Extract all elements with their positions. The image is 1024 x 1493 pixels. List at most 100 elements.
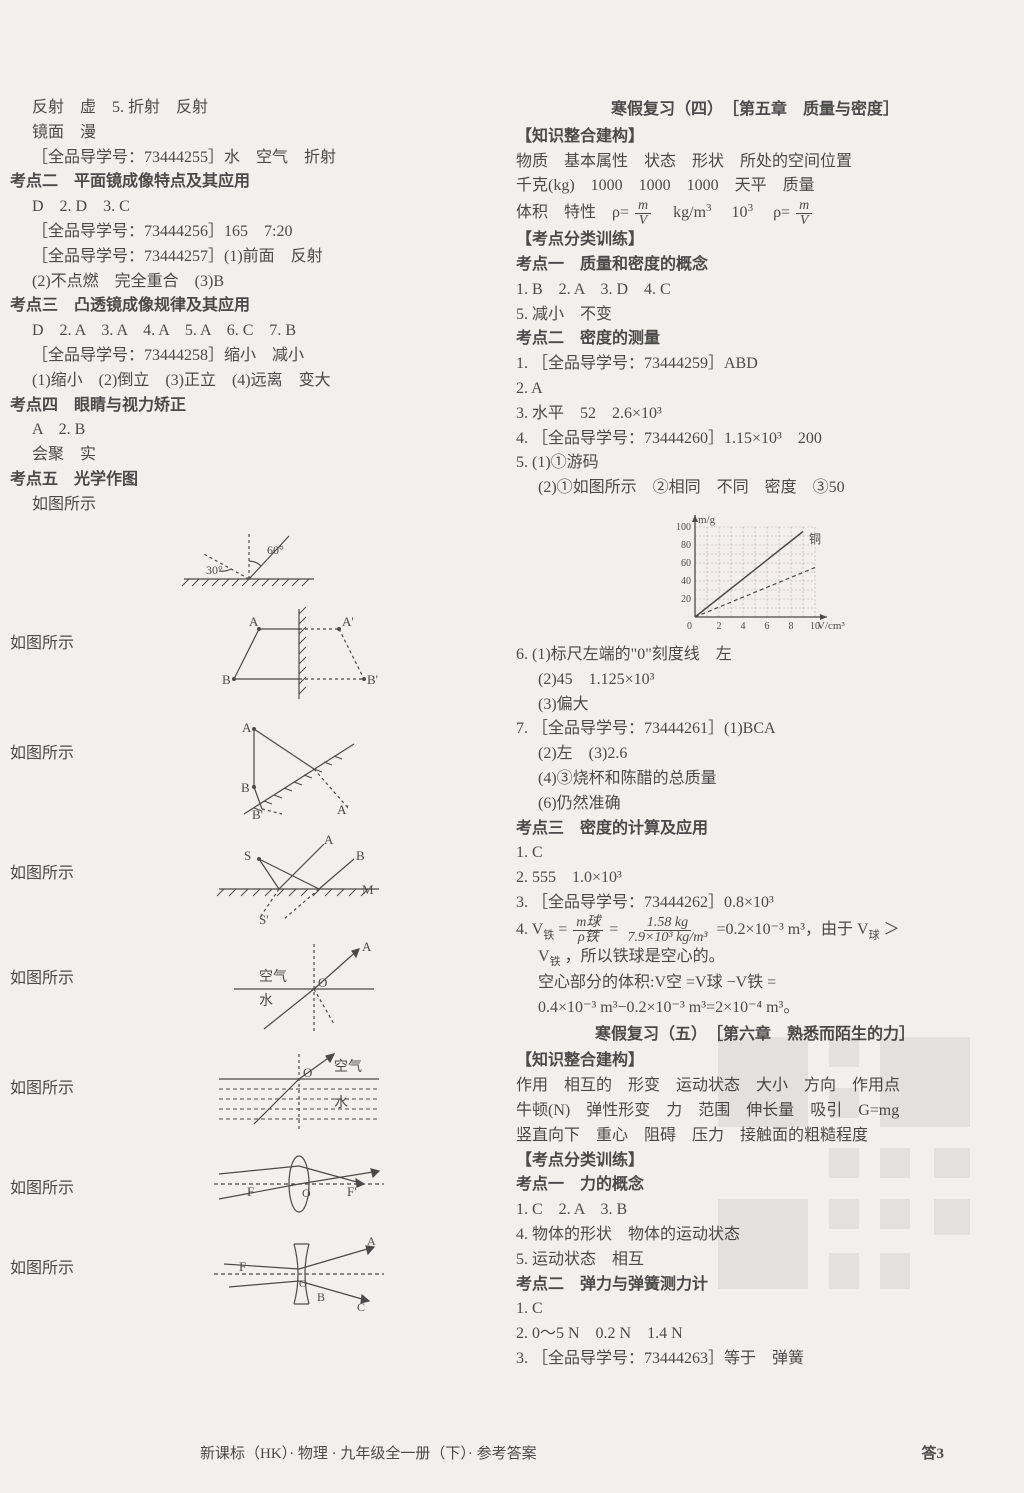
svg-text:A: A <box>242 720 252 735</box>
svg-text:B: B <box>317 1290 325 1304</box>
text-line: 3. 水平 52 2.6×10³ <box>516 402 994 427</box>
text-line: 1. C 2. A 3. B <box>516 1198 994 1223</box>
text: 4. V <box>516 921 543 938</box>
section-heading: 【考点分类训练】 <box>516 228 994 253</box>
text-line: 0.4×10⁻³ m³−0.2×10⁻³ m³=2×10⁻⁴ m³。 <box>516 996 994 1021</box>
svg-text:水: 水 <box>334 1095 348 1111</box>
figure-3-row: 如图所示 <box>10 714 488 824</box>
svg-text:A: A <box>367 1234 376 1248</box>
chapter-title: 寒假复习（五） ［第六章 熟悉而陌生的力］ <box>516 1023 994 1048</box>
svg-text:铜: 铜 <box>809 531 821 546</box>
page-number: 答3 <box>921 1442 944 1463</box>
svg-text:80: 80 <box>681 540 691 551</box>
svg-text:2: 2 <box>717 621 722 632</box>
text-line: 竖直向下 重心 阻碍 压力 接触面的粗糙程度 <box>516 1124 994 1149</box>
text-line: 4. 物体的形状 物体的运动状态 <box>516 1223 994 1248</box>
text-line: 7. ［全品导学号：73444261］(1)BCA <box>516 717 994 742</box>
text-line: (1)缩小 (2)倒立 (3)正立 (4)远离 变大 <box>10 369 488 394</box>
text-line: A 2. B <box>10 418 488 443</box>
text: ρ= <box>757 204 790 221</box>
svg-text:V/cm³: V/cm³ <box>817 620 845 632</box>
section-heading: 考点一 质量和密度的概念 <box>516 253 994 278</box>
svg-text:C: C <box>357 1300 365 1314</box>
text-line: 5. 运动状态 相互 <box>516 1248 994 1273</box>
svg-text:S: S <box>244 848 251 863</box>
text-line: ［全品导学号：73444255］水 空气 折射 <box>10 146 488 171</box>
section-heading: 考点四 眼睛与视力矫正 <box>10 394 488 419</box>
svg-text:B: B <box>356 848 365 863</box>
text-line: 反射 虚 5. 折射 反射 <box>10 96 488 121</box>
text-line: 会聚 实 <box>10 443 488 468</box>
fraction: mV <box>635 199 651 228</box>
text: kg/m <box>657 204 706 221</box>
section-heading: 考点五 光学作图 <box>10 468 488 493</box>
figure-7-row: 如图所示 F F' O <box>10 1149 488 1219</box>
text-line: 6. (1)标尺左端的"0"刻度线 左 <box>516 643 994 668</box>
svg-text:F: F <box>239 1259 246 1274</box>
text-line: 1. ［全品导学号：73444259］ABD <box>516 352 994 377</box>
svg-text:A': A' <box>342 614 354 629</box>
svg-text:100: 100 <box>676 522 691 533</box>
figure-4-row: 如图所示 <box>10 834 488 929</box>
figure-2-row: 如图所示 <box>10 604 488 704</box>
text: = <box>558 921 567 938</box>
figure-label: 如图所示 <box>10 939 98 992</box>
text-line: 物质 基本属性 状态 形状 所处的空间位置 <box>516 150 994 175</box>
text-line: ［全品导学号：73444256］165 7:20 <box>10 220 488 245</box>
text-line: D 2. A 3. A 4. A 5. A 6. C 7. B <box>10 319 488 344</box>
svg-text:F: F <box>247 1184 254 1199</box>
figure-label: 如图所示 <box>10 1229 98 1282</box>
figure-label: 如图所示 <box>10 604 98 657</box>
svg-text:60°: 60° <box>267 543 284 557</box>
svg-text:B: B <box>241 780 250 795</box>
text-line: 2. A <box>516 377 994 402</box>
fraction: mV <box>796 199 812 228</box>
text-line: V铁 ，所以铁球是空心的。 <box>516 945 994 971</box>
svg-text:A: A <box>249 614 259 629</box>
text: = <box>609 921 618 938</box>
svg-text:O: O <box>302 1186 311 1200</box>
svg-text:B': B' <box>367 672 378 687</box>
figure-6-row: 如图所示 空气 水 O <box>10 1049 488 1139</box>
section-heading: 考点三 凸透镜成像规律及其应用 <box>10 294 488 319</box>
section-heading: 【知识整合建构】 <box>516 1049 994 1074</box>
svg-text:40: 40 <box>681 576 691 587</box>
text-line: 2. 0～5 N 0.2 N 1.4 N <box>516 1322 994 1347</box>
text: 体积 特性 ρ= <box>516 204 629 221</box>
right-column: 寒假复习（四） ［第五章 质量与密度］ 【知识整合建构】 物质 基本属性 状态 … <box>516 96 994 1372</box>
svg-text:M: M <box>362 882 374 897</box>
svg-text:F': F' <box>347 1184 357 1199</box>
text-line: (2)45 1.125×10³ <box>516 668 994 693</box>
text-line: 空心部分的体积:V空 =V球 −V铁 = <box>516 971 994 996</box>
page-footer: 新课标（HK）· 物理 · 九年级全一册（下）· 参考答案 答3 <box>0 1442 1024 1463</box>
text-line: (2)①如图所示 ②相同 不同 密度 ③50 <box>516 476 994 501</box>
figure-1: 60° 30° <box>10 524 488 594</box>
text-line: 2. 555 1.0×10³ <box>516 866 994 891</box>
formula-line: 4. V铁 = m球ρ铁 = 1.58 kg7.9×10³ kg/m³ =0.2… <box>516 916 994 945</box>
text-line: (2)左 (3)2.6 <box>516 742 994 767</box>
text-line: 千克(kg) 1000 1000 1000 天平 质量 <box>516 174 994 199</box>
text-line: 5. (1)①游码 <box>516 451 994 476</box>
text-line: ［全品导学号：73444257］(1)前面 反射 <box>10 245 488 270</box>
figure-label: 如图所示 <box>10 714 98 767</box>
section-heading: 考点二 弹力与弹簧测力计 <box>516 1273 994 1298</box>
text-line: 1. C <box>516 1297 994 1322</box>
formula-line: 体积 特性 ρ= mV kg/m3 103 ρ= mV <box>516 199 994 228</box>
figure-8-row: 如图所示 F A <box>10 1229 488 1319</box>
svg-text:空气: 空气 <box>259 969 287 985</box>
text-line: (3)偏大 <box>516 693 994 718</box>
section-heading: 【知识整合建构】 <box>516 125 994 150</box>
svg-text:20: 20 <box>681 594 691 605</box>
svg-text:B': B' <box>252 807 263 822</box>
text-line: D 2. D 3. C <box>10 195 488 220</box>
text-line: 如图所示 <box>10 493 488 518</box>
svg-text:A: A <box>362 939 372 954</box>
text: 10 <box>716 204 748 221</box>
section-heading: 考点二 平面镜成像特点及其应用 <box>10 170 488 195</box>
text-line: 作用 相互的 形变 运动状态 大小 方向 作用点 <box>516 1074 994 1099</box>
svg-text:0: 0 <box>687 621 692 632</box>
section-heading: 【考点分类训练】 <box>516 1149 994 1174</box>
fraction: m球ρ铁 <box>573 916 603 945</box>
svg-text:A: A <box>324 834 334 847</box>
text-line: (6)仍然准确 <box>516 792 994 817</box>
